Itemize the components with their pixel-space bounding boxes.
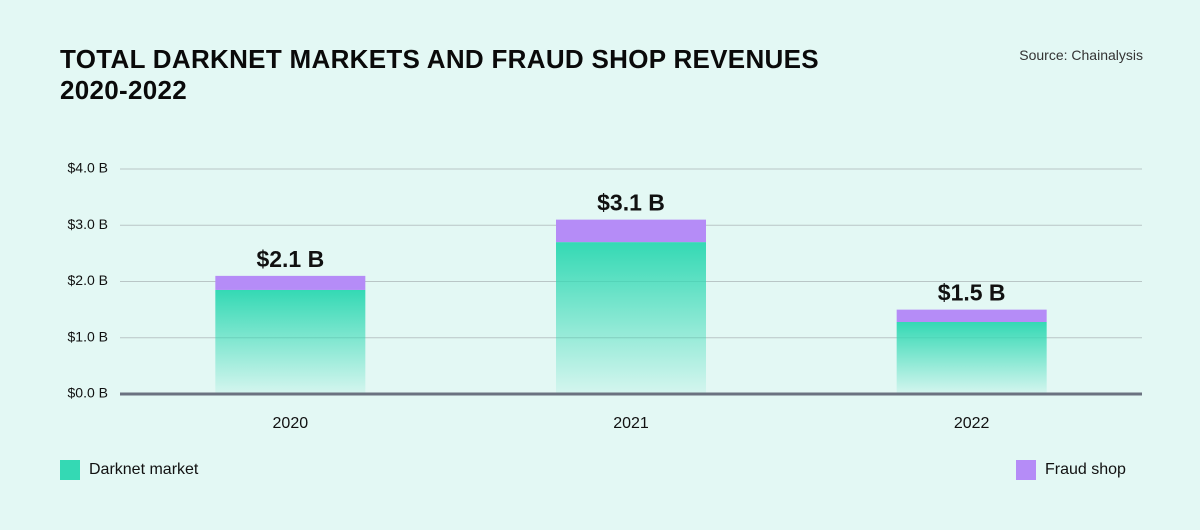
legend-swatch [60,460,80,480]
bar-segment [896,309,1047,322]
y-tick-label: $1.0 B [68,328,108,344]
legend-label: Darknet market [89,461,199,478]
legend-label: Fraud shop [1045,461,1126,478]
x-tick-label: 2021 [613,415,649,432]
bar-segment [896,322,1047,394]
total-label: $2.1 B [256,246,324,272]
bar-segment [215,275,366,290]
y-tick-label: $2.0 B [68,272,108,288]
bar-segment [215,289,366,394]
chart-title: TOTAL DARKNET MARKETS AND FRAUD SHOP REV… [60,44,819,105]
y-tick-label: $3.0 B [68,216,108,232]
total-label: $1.5 B [938,280,1006,306]
bar-segment [556,219,706,243]
legend-swatch [1016,460,1036,480]
bar-segment [556,242,706,394]
y-tick-label: $0.0 B [68,385,108,401]
source-note: Source: Chainalysis [1019,47,1143,63]
x-tick-label: 2022 [954,415,990,432]
x-tick-label: 2020 [273,415,309,432]
total-label: $3.1 B [597,190,665,216]
y-tick-label: $4.0 B [68,160,108,176]
